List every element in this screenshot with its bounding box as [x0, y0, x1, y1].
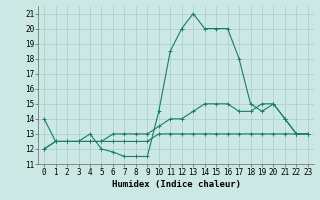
X-axis label: Humidex (Indice chaleur): Humidex (Indice chaleur) [111, 180, 241, 189]
